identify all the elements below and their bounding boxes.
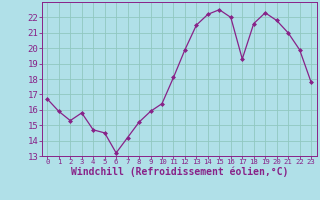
X-axis label: Windchill (Refroidissement éolien,°C): Windchill (Refroidissement éolien,°C) bbox=[70, 167, 288, 177]
